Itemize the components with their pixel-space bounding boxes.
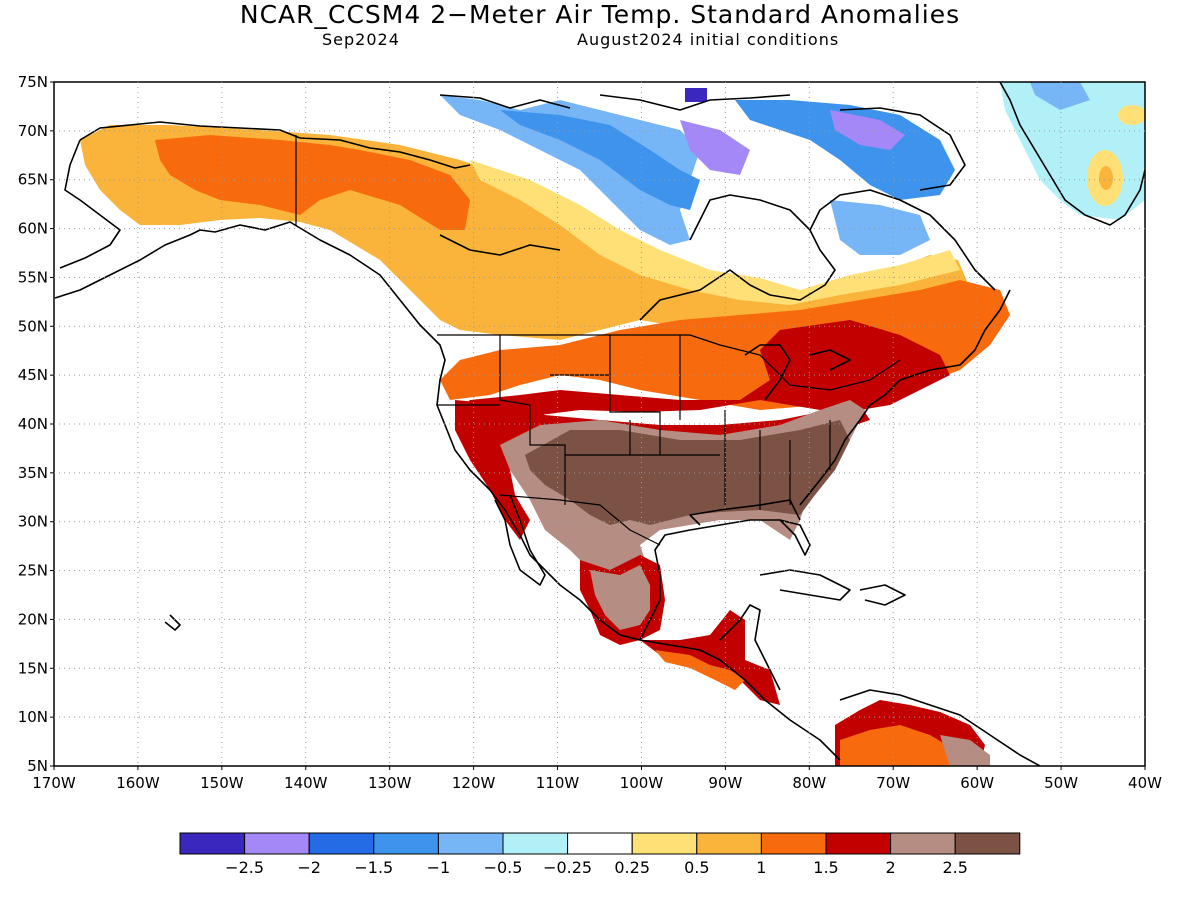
lat-tick-label: 50N xyxy=(18,317,48,335)
init-conditions: August2024 initial conditions xyxy=(577,30,840,49)
lat-tick-label: 70N xyxy=(18,122,48,140)
colorbar-label: −2.5 xyxy=(225,858,264,877)
lat-tick-label: 75N xyxy=(18,73,48,91)
map-plot-area xyxy=(54,82,1145,766)
lon-tick-label: 40W xyxy=(1128,774,1162,792)
colorbar-label: −0.5 xyxy=(484,858,523,877)
region-southamerica-orange xyxy=(840,725,955,766)
colorbar-label: 1 xyxy=(756,858,766,877)
colorbar-swatch xyxy=(890,832,956,855)
lat-tick-label: 20N xyxy=(18,610,48,628)
grid-lines xyxy=(54,82,1145,766)
region-centralamerica-red xyxy=(640,610,780,705)
colorbar-swatch xyxy=(179,832,246,855)
valid-month: Sep2024 xyxy=(322,30,400,49)
colorbar-label: 2.5 xyxy=(942,858,967,877)
region-mexico-brown xyxy=(590,565,650,630)
region-greenland-blue xyxy=(1030,82,1090,110)
colorbar-swatch xyxy=(437,832,504,855)
coastlines xyxy=(54,82,1145,766)
lat-tick-label: 5N xyxy=(27,757,48,775)
colorbar-swatch xyxy=(567,832,633,855)
colorbar-swatch xyxy=(954,832,1021,855)
colorbar-label: 1.5 xyxy=(813,858,838,877)
lat-tick-label: 35N xyxy=(18,464,48,482)
lat-tick-label: 10N xyxy=(18,708,48,726)
region-baffin-blue xyxy=(735,100,955,200)
lon-tick-label: 100W xyxy=(620,774,664,792)
colorbar-label: 0.5 xyxy=(684,858,709,877)
lat-tick-label: 25N xyxy=(18,562,48,580)
lon-tick-label: 150W xyxy=(200,774,244,792)
colorbar-label: −2 xyxy=(297,858,321,877)
region-arctic-blue xyxy=(500,110,700,210)
latitude-ticks: 75N 70N 65N 60N 55N 50N 45N 40N 35N 30N 25N 20N 15N 1… xyxy=(18,73,54,775)
colorbar-label: 0.25 xyxy=(614,858,650,877)
chart-title: NCAR_CCSM4 2−Meter Air Temp. Standard An… xyxy=(239,0,961,29)
region-labrador-blue xyxy=(830,200,930,255)
lat-tick-label: 60N xyxy=(18,220,48,238)
longitude-ticks: 170W 160W 150W 140W 130W 120W 110W 100W 90W 80W 70… xyxy=(32,766,1162,792)
lon-tick-label: 90W xyxy=(708,774,742,792)
lat-tick-label: 30N xyxy=(18,513,48,531)
region-northeast-red xyxy=(460,320,950,420)
lon-tick-label: 130W xyxy=(368,774,412,792)
lat-tick-label: 45N xyxy=(18,366,48,384)
lon-tick-label: 70W xyxy=(876,774,910,792)
region-yellow-fringe xyxy=(470,160,960,305)
region-south-darkbrown xyxy=(525,420,850,525)
lat-tick-label: 40N xyxy=(18,415,48,433)
colorbar-label: −0.25 xyxy=(543,858,592,877)
lon-tick-label: 120W xyxy=(452,774,496,792)
lat-tick-label: 55N xyxy=(18,268,48,286)
lon-tick-label: 160W xyxy=(116,774,160,792)
lat-tick-label: 65N xyxy=(18,171,48,189)
colorbar-swatch xyxy=(631,832,698,855)
colorbar-swatch xyxy=(502,832,569,855)
colorbar-swatch xyxy=(760,832,827,855)
colorbar: −2.5 −2 −1.5 −1 −0.5 −0.25 0.25 0.5 1 1.5 2 2.5 xyxy=(179,832,1021,877)
colorbar-swatch xyxy=(244,832,310,855)
region-baffin-purple xyxy=(680,120,750,175)
colorbar-label: −1.5 xyxy=(354,858,393,877)
colorbar-swatch xyxy=(308,832,375,855)
region-greenland-yellow-2 xyxy=(1118,105,1145,125)
colorbar-swatch xyxy=(373,832,439,855)
lon-tick-label: 50W xyxy=(1044,774,1078,792)
lat-tick-label: 15N xyxy=(18,659,48,677)
region-arctic-darkpurple xyxy=(685,88,707,102)
colorbar-label: −1 xyxy=(427,858,451,877)
region-greenland-orange xyxy=(1099,166,1113,190)
colorbar-swatch xyxy=(696,832,762,855)
colorbar-label: 2 xyxy=(886,858,896,877)
lon-tick-label: 170W xyxy=(32,774,76,792)
colorbar-swatch xyxy=(825,832,892,855)
region-southamerica-brown xyxy=(940,735,990,766)
region-centralamerica-orange xyxy=(655,650,745,690)
region-arctic-lightblue xyxy=(440,95,700,245)
lon-tick-label: 140W xyxy=(284,774,328,792)
region-alaska-orange xyxy=(155,135,470,230)
region-baffin-purple-2 xyxy=(830,110,905,150)
lon-tick-label: 60W xyxy=(960,774,994,792)
lon-tick-label: 110W xyxy=(536,774,580,792)
lon-tick-label: 80W xyxy=(792,774,826,792)
